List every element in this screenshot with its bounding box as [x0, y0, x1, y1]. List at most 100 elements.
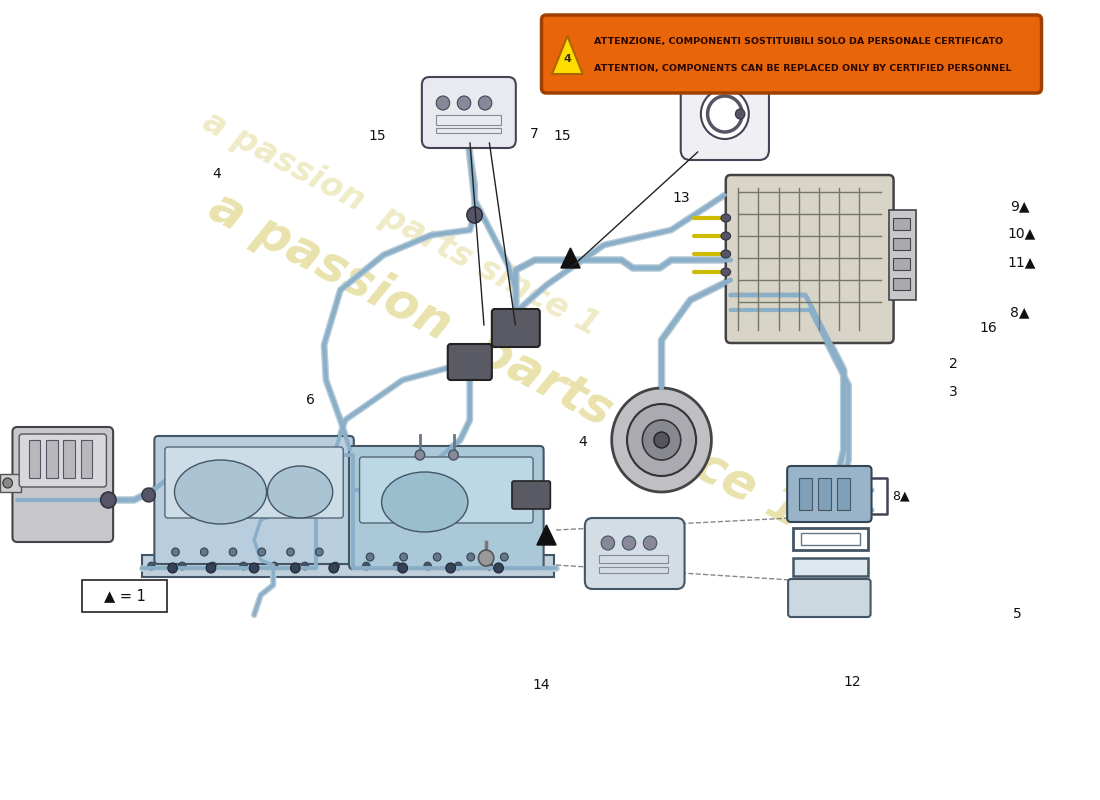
Ellipse shape — [446, 563, 455, 573]
Text: a passion  parts since 1: a passion parts since 1 — [197, 105, 605, 343]
Bar — [892, 238, 910, 250]
Ellipse shape — [449, 450, 459, 460]
Ellipse shape — [627, 404, 696, 476]
FancyBboxPatch shape — [349, 446, 543, 569]
Ellipse shape — [250, 563, 258, 573]
Ellipse shape — [433, 553, 441, 561]
Ellipse shape — [701, 89, 749, 139]
Ellipse shape — [437, 96, 450, 110]
FancyBboxPatch shape — [492, 309, 540, 347]
Ellipse shape — [382, 472, 468, 532]
Text: 9▲: 9▲ — [1011, 199, 1030, 214]
Bar — [29, 440, 41, 478]
Polygon shape — [561, 248, 580, 268]
Bar — [892, 218, 910, 230]
Bar — [892, 278, 910, 290]
Bar — [799, 478, 812, 510]
Bar — [793, 528, 868, 550]
Ellipse shape — [257, 548, 265, 556]
Ellipse shape — [602, 536, 615, 550]
Ellipse shape — [720, 214, 730, 222]
Text: 15: 15 — [553, 129, 571, 143]
Text: a passion  parts since 1: a passion parts since 1 — [201, 182, 811, 538]
FancyBboxPatch shape — [12, 427, 113, 542]
Polygon shape — [552, 36, 583, 74]
Ellipse shape — [485, 562, 493, 570]
Bar — [837, 478, 850, 510]
Ellipse shape — [287, 548, 295, 556]
FancyBboxPatch shape — [165, 447, 343, 518]
Ellipse shape — [301, 562, 309, 570]
Text: 8▲: 8▲ — [892, 490, 910, 502]
FancyBboxPatch shape — [726, 175, 893, 343]
Ellipse shape — [178, 562, 186, 570]
Ellipse shape — [209, 562, 217, 570]
FancyBboxPatch shape — [681, 68, 769, 160]
Text: 16: 16 — [980, 321, 998, 335]
Ellipse shape — [424, 562, 431, 570]
Ellipse shape — [329, 563, 339, 573]
Text: ▲ = 1: ▲ = 1 — [103, 589, 145, 603]
FancyBboxPatch shape — [448, 344, 492, 380]
Polygon shape — [537, 525, 557, 545]
Text: 12: 12 — [844, 674, 861, 689]
Bar — [600, 555, 669, 563]
Ellipse shape — [642, 420, 681, 460]
Text: 7: 7 — [530, 127, 539, 142]
Ellipse shape — [644, 536, 657, 550]
Ellipse shape — [454, 562, 462, 570]
Text: 14: 14 — [532, 678, 550, 692]
Ellipse shape — [142, 488, 155, 502]
Ellipse shape — [240, 562, 248, 570]
Bar — [801, 533, 860, 545]
Bar — [80, 440, 92, 478]
Ellipse shape — [366, 553, 374, 561]
Ellipse shape — [362, 562, 370, 570]
Bar — [600, 567, 669, 573]
Text: 5: 5 — [1012, 607, 1021, 622]
Ellipse shape — [458, 96, 471, 110]
Ellipse shape — [316, 548, 323, 556]
Ellipse shape — [415, 450, 425, 460]
Text: 15: 15 — [368, 129, 386, 143]
Text: 4: 4 — [212, 167, 221, 182]
Ellipse shape — [623, 536, 636, 550]
Ellipse shape — [500, 553, 508, 561]
FancyBboxPatch shape — [19, 434, 107, 487]
Bar — [892, 258, 910, 270]
Bar — [46, 440, 57, 478]
Ellipse shape — [393, 562, 400, 570]
Ellipse shape — [612, 388, 712, 492]
FancyBboxPatch shape — [512, 481, 550, 509]
Ellipse shape — [290, 563, 300, 573]
Bar — [142, 555, 554, 577]
Ellipse shape — [398, 563, 407, 573]
FancyBboxPatch shape — [585, 518, 684, 589]
Text: 13: 13 — [673, 191, 691, 206]
Text: 4: 4 — [563, 54, 571, 64]
Ellipse shape — [466, 553, 474, 561]
FancyBboxPatch shape — [360, 457, 534, 523]
Bar — [793, 558, 868, 576]
Ellipse shape — [399, 553, 407, 561]
Bar — [64, 440, 75, 478]
Ellipse shape — [147, 562, 155, 570]
Ellipse shape — [3, 478, 12, 488]
Ellipse shape — [720, 250, 730, 258]
Ellipse shape — [175, 460, 266, 524]
Text: 2: 2 — [949, 357, 958, 371]
Ellipse shape — [267, 466, 332, 518]
FancyBboxPatch shape — [788, 466, 871, 522]
FancyBboxPatch shape — [541, 15, 1042, 93]
Ellipse shape — [478, 550, 494, 566]
Ellipse shape — [466, 207, 482, 223]
Ellipse shape — [332, 562, 340, 570]
Text: 4: 4 — [578, 434, 586, 449]
Bar — [817, 478, 832, 510]
Ellipse shape — [172, 548, 179, 556]
Bar — [889, 210, 915, 300]
Ellipse shape — [653, 432, 669, 448]
Ellipse shape — [168, 563, 177, 573]
Ellipse shape — [200, 548, 208, 556]
Ellipse shape — [271, 562, 278, 570]
